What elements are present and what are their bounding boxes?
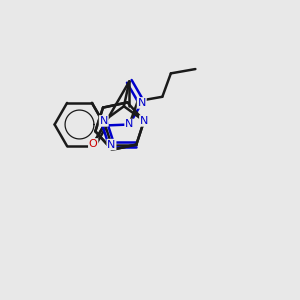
Text: N: N (125, 119, 134, 130)
Text: O: O (89, 139, 98, 149)
Text: N: N (140, 116, 148, 126)
Text: N: N (138, 98, 146, 108)
Text: N: N (100, 116, 108, 126)
Text: N: N (107, 140, 116, 150)
